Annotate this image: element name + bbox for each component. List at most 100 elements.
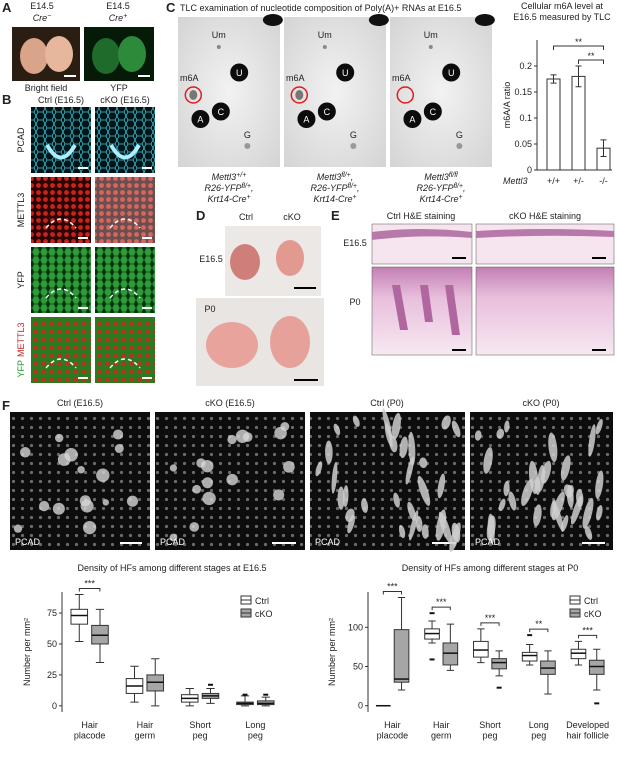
spot bbox=[403, 110, 422, 128]
label: PCAD bbox=[475, 537, 501, 547]
label: PCAD bbox=[315, 537, 341, 547]
merge-image bbox=[31, 317, 91, 383]
row-label: YFP METTL3 bbox=[16, 322, 26, 377]
spot bbox=[350, 143, 357, 149]
epidermis bbox=[372, 229, 472, 240]
spot bbox=[336, 63, 355, 82]
hair-placode bbox=[96, 468, 110, 482]
chart-title: Density of HFs among different stages at… bbox=[402, 563, 578, 573]
text-part: Cre bbox=[109, 13, 124, 23]
hair-placode bbox=[274, 426, 287, 440]
text-line: Hair bbox=[384, 720, 401, 730]
spot bbox=[456, 143, 463, 149]
y-tick-label: 50 bbox=[353, 662, 363, 672]
hair-follicle bbox=[496, 428, 505, 439]
whisker-high bbox=[95, 608, 105, 626]
significance-label: ** bbox=[535, 619, 543, 629]
whisker-high bbox=[75, 593, 84, 610]
spot bbox=[322, 45, 327, 49]
whisker-high bbox=[397, 596, 406, 630]
panel-label: F bbox=[2, 398, 10, 413]
significance-bracket bbox=[382, 590, 402, 595]
x-tick-label: Hair placode bbox=[74, 720, 106, 740]
label: A bbox=[409, 115, 415, 125]
hair-follicle bbox=[337, 486, 345, 510]
x-axis-label: Mettl3 bbox=[503, 176, 528, 186]
box bbox=[442, 642, 459, 666]
text-part: Krt14-Cre bbox=[313, 194, 352, 204]
label: cKO (E16.5) bbox=[100, 95, 150, 105]
genotype-text: R26-YFPfl/+, bbox=[204, 183, 253, 194]
chart-title: Cellular m6A level at bbox=[521, 1, 604, 11]
superscript: + bbox=[246, 194, 250, 201]
panel-label: D bbox=[196, 208, 205, 223]
y-tick-label: 0.15 bbox=[514, 87, 532, 97]
significance-label: *** bbox=[84, 578, 95, 588]
spot bbox=[189, 90, 198, 100]
panel-label: B bbox=[2, 92, 11, 107]
hair-follicle bbox=[451, 420, 461, 438]
hair-follicle bbox=[498, 498, 506, 512]
hair-follicle bbox=[408, 431, 416, 466]
hair-follicle bbox=[352, 415, 360, 427]
hair-follicle bbox=[415, 516, 423, 532]
text-part: , bbox=[357, 183, 360, 193]
embryo bbox=[118, 36, 146, 72]
label: E14.5 bbox=[30, 1, 54, 11]
he-image bbox=[371, 266, 473, 356]
whisker-high bbox=[428, 620, 436, 629]
text-line: hair follicle bbox=[566, 730, 609, 740]
significance-bracket bbox=[78, 587, 101, 592]
text-line: peg bbox=[482, 730, 497, 740]
embryo bbox=[20, 38, 48, 74]
hair-follicle bbox=[474, 430, 482, 441]
panel-b-images bbox=[31, 107, 155, 383]
hair-placode bbox=[273, 489, 285, 501]
hair-placode bbox=[20, 447, 31, 458]
origin-spot bbox=[262, 14, 283, 26]
label: A bbox=[303, 115, 309, 125]
legend-label: Ctrl bbox=[584, 596, 598, 606]
x-tick-label: Hair germ bbox=[431, 720, 452, 740]
superscript: fl/+ bbox=[241, 183, 251, 190]
panel-label: C bbox=[166, 0, 176, 15]
hair-follicle bbox=[417, 475, 431, 506]
text-line: placode bbox=[74, 730, 106, 740]
whisker-high bbox=[574, 640, 583, 650]
superscript: fl/+ bbox=[341, 172, 351, 179]
y-tick-label: 0.05 bbox=[514, 139, 532, 149]
whisker-high bbox=[151, 658, 160, 675]
text-part: Mettl3 bbox=[212, 172, 237, 182]
hair-follicle bbox=[437, 473, 446, 499]
hair-placode bbox=[102, 499, 109, 506]
hair-placode bbox=[13, 524, 23, 533]
embryo bbox=[276, 240, 304, 276]
text-line: peg bbox=[248, 730, 263, 740]
hair-follicle bbox=[449, 522, 461, 553]
hair-follicle bbox=[333, 423, 341, 436]
text-line: germ bbox=[135, 730, 156, 740]
whisker-low bbox=[75, 624, 84, 642]
label: C bbox=[324, 107, 331, 117]
hair-follicle bbox=[534, 477, 541, 495]
origin-spot bbox=[474, 14, 495, 26]
m6a-circle bbox=[290, 86, 309, 104]
hair-follicle bbox=[393, 492, 400, 508]
y-axis-label: Number per mm² bbox=[22, 618, 32, 686]
x-tick-label: Hair germ bbox=[135, 720, 156, 740]
y-tick-label: 75 bbox=[47, 608, 57, 618]
label: Um bbox=[212, 30, 226, 40]
x-tick-label: Long peg bbox=[529, 720, 549, 740]
genotype-text: Mettl3fl/+, bbox=[317, 172, 354, 183]
x-tick-label: Short peg bbox=[189, 720, 211, 740]
hair-follicle bbox=[566, 484, 574, 508]
x-tick-label: Developed hair follicle bbox=[566, 720, 609, 740]
whisker-high bbox=[185, 687, 194, 695]
hair-follicle bbox=[576, 488, 584, 508]
label: METTL3 bbox=[16, 322, 26, 357]
hair-placode bbox=[226, 473, 238, 486]
spot bbox=[216, 45, 221, 49]
hair-follicle bbox=[560, 455, 571, 481]
mettl3-image bbox=[31, 177, 91, 243]
label: cKO H&E staining bbox=[509, 211, 581, 221]
